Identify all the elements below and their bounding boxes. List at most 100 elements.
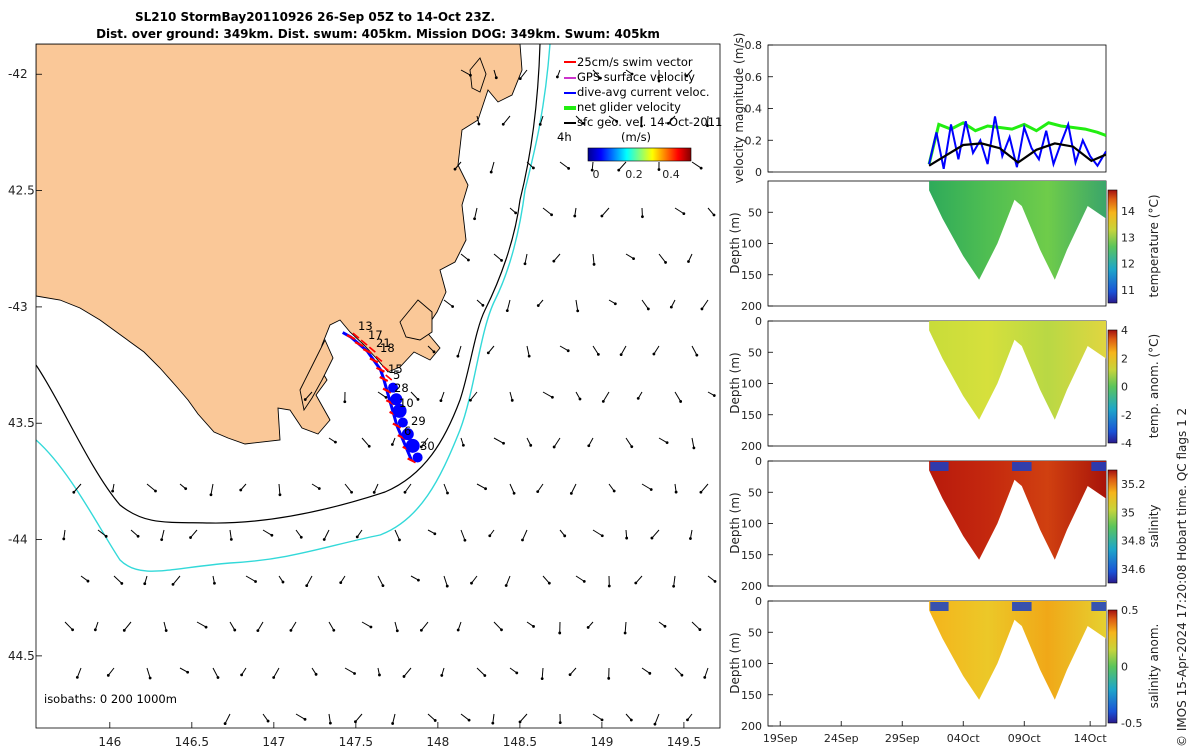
current-vector-head xyxy=(552,445,556,449)
date-tick-label: 14Oct xyxy=(1074,732,1108,745)
current-vector-head xyxy=(469,398,472,402)
current-vector-head xyxy=(679,400,683,403)
map-ticks: 146 146.5 147 147.5 148 148.5 149 149.5 -42 42.5 -… xyxy=(8,67,701,749)
current-vector-head xyxy=(558,721,562,725)
current-vector xyxy=(505,575,511,586)
swim-vector xyxy=(368,346,376,353)
current-vector xyxy=(278,483,281,495)
swim-vector xyxy=(362,348,372,355)
current-vector-head xyxy=(93,628,97,632)
map-xtick-label: 149 xyxy=(590,735,613,749)
current-vector xyxy=(404,483,412,493)
day-label: 6 xyxy=(404,424,411,438)
current-vector-head xyxy=(419,628,423,632)
current-vector xyxy=(161,529,165,540)
map-xtick-label: 148.5 xyxy=(503,735,537,749)
current-vector xyxy=(653,345,660,355)
current-vector-head xyxy=(601,399,605,403)
current-vector xyxy=(179,667,188,673)
current-vector-head xyxy=(695,353,699,357)
current-vector-head xyxy=(699,490,703,494)
current-vector-head xyxy=(381,584,385,588)
current-vector-head xyxy=(698,628,702,631)
day-label: 5 xyxy=(393,368,400,382)
current-vector xyxy=(575,575,585,582)
current-vector-head xyxy=(378,673,381,677)
current-vector xyxy=(654,713,660,725)
current-vector-head xyxy=(504,584,508,587)
current-vector-head xyxy=(494,76,498,80)
current-vector xyxy=(706,115,709,126)
current-vector-head xyxy=(672,584,676,588)
current-vector xyxy=(304,391,313,400)
current-vector-head xyxy=(439,399,443,403)
current-vector-head xyxy=(596,352,600,356)
current-vector xyxy=(537,483,544,492)
current-vector-head xyxy=(204,625,208,629)
current-vector-head xyxy=(86,579,90,583)
velocity-ytick-label: 0.2 xyxy=(745,134,763,147)
current-vector xyxy=(620,345,627,355)
current-vector-head xyxy=(501,122,505,126)
current-vector xyxy=(306,575,313,586)
current-vector-head xyxy=(536,304,540,307)
current-vector xyxy=(262,529,273,536)
current-vector xyxy=(559,345,569,352)
current-vector-head xyxy=(680,673,684,677)
current-vector-head xyxy=(369,625,373,629)
current-vector-head xyxy=(510,398,514,402)
tasmania-land xyxy=(36,44,523,445)
current-vector-head xyxy=(384,396,388,399)
section-ytick-label: 0 xyxy=(755,315,762,328)
current-vector-head xyxy=(416,397,420,401)
current-vector-head xyxy=(461,443,465,447)
section-colorbar xyxy=(1107,609,1118,724)
map-xtick-label: 149.5 xyxy=(667,735,701,749)
current-vector xyxy=(519,713,528,723)
current-vector-head xyxy=(398,538,401,542)
current-vector-head xyxy=(278,493,282,497)
day-label: 21 xyxy=(376,336,391,350)
section-colorbar-tick: 34.6 xyxy=(1121,563,1146,576)
current-vector-head xyxy=(636,396,640,400)
current-vector xyxy=(539,115,544,125)
dive-current-vector xyxy=(390,393,403,406)
current-vector xyxy=(651,529,660,539)
map-colorbar xyxy=(587,147,692,162)
section-colorbar-tick: 35 xyxy=(1121,506,1135,519)
swim-vector xyxy=(385,374,393,381)
map-xtick-label: 147 xyxy=(262,735,285,749)
current-vector-head xyxy=(339,581,343,585)
current-vector-head xyxy=(453,167,457,171)
section-colorbar-label: salinity anom. xyxy=(1147,624,1161,709)
legend-gps: GPS surface velocity xyxy=(577,70,695,84)
legend-net: net glider velocity xyxy=(577,100,681,114)
current-vector xyxy=(592,69,601,79)
velocity-ytick-label: 0.6 xyxy=(745,71,763,84)
current-vector-head xyxy=(703,675,707,679)
current-vector xyxy=(377,575,384,586)
swim-vector xyxy=(392,422,402,429)
current-vector-head xyxy=(581,121,585,125)
current-vector-head xyxy=(314,672,318,676)
current-vector-head xyxy=(467,718,471,722)
current-vector xyxy=(575,299,579,311)
current-vector xyxy=(524,253,528,264)
current-vector-head xyxy=(148,676,152,680)
current-vector xyxy=(592,345,599,355)
current-vector-head xyxy=(216,676,220,679)
current-vector xyxy=(526,161,534,169)
current-vector xyxy=(493,437,504,444)
section-ytick-label: 100 xyxy=(741,658,762,671)
section-ytick-label: 50 xyxy=(748,626,762,639)
current-vector-head xyxy=(104,534,108,538)
section-ylabel: Depth (m) xyxy=(728,492,742,553)
series-sfc-geo-velocity xyxy=(928,142,1106,167)
current-vector-head xyxy=(523,262,527,266)
series-net-glider-velocity xyxy=(927,121,1106,165)
dive-current-vector xyxy=(392,403,407,418)
section-surface-anomaly xyxy=(1012,602,1032,611)
current-vector-head xyxy=(664,261,667,264)
swim-vector xyxy=(382,387,392,394)
